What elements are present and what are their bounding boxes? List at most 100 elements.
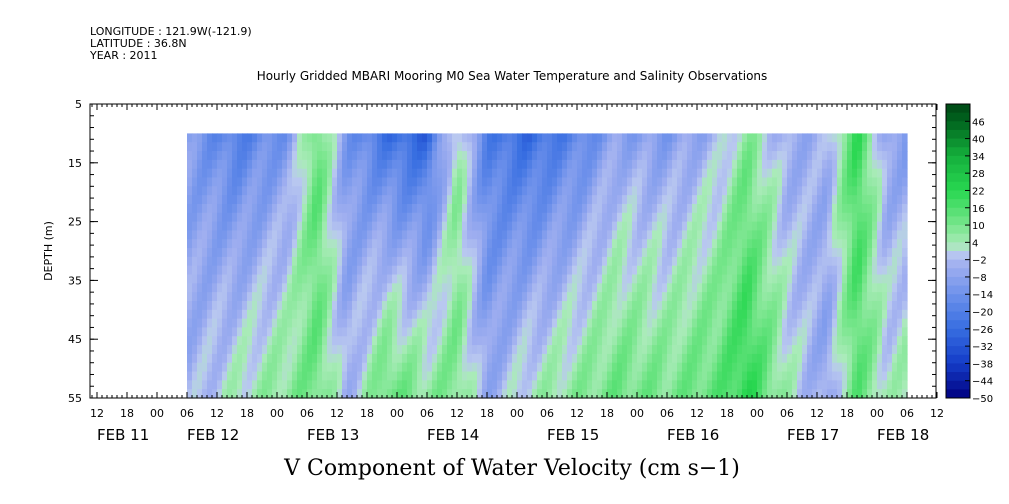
heatmap-cell [187, 389, 193, 399]
heatmap-cell [787, 177, 793, 187]
heatmap-cell [522, 353, 528, 364]
heatmap-cell [542, 353, 548, 364]
heatmap-cell [557, 362, 563, 373]
heatmap-cell [572, 389, 578, 399]
heatmap-cell [457, 389, 463, 399]
heatmap-cell [647, 221, 653, 232]
heatmap-cell [577, 239, 583, 249]
heatmap-cell [582, 168, 588, 179]
heatmap-cell [552, 345, 558, 355]
heatmap-cell [782, 203, 788, 214]
heatmap-cell [617, 230, 623, 240]
heatmap-cell [902, 151, 908, 161]
heatmap-cell [267, 371, 273, 381]
heatmap-cell [497, 221, 503, 232]
heatmap-cell [872, 230, 878, 240]
heatmap-cell [857, 336, 863, 346]
heatmap-cell [357, 186, 363, 196]
heatmap-cell [812, 248, 818, 258]
heatmap-cell [617, 380, 623, 390]
heatmap-cell [537, 212, 543, 223]
heatmap-cell [547, 300, 553, 311]
heatmap-cell [852, 195, 858, 205]
heatmap-cell [532, 230, 538, 240]
heatmap-cell [522, 274, 528, 284]
heatmap-cell [702, 177, 708, 187]
heatmap-cell [257, 142, 263, 152]
heatmap-cell [717, 353, 723, 364]
heatmap-cell [767, 309, 773, 320]
heatmap-cell [692, 265, 698, 276]
heatmap-cell [842, 248, 848, 258]
heatmap-cell [667, 221, 673, 232]
heatmap-cell [197, 177, 203, 187]
heatmap-cell [447, 283, 453, 293]
heatmap-cell [722, 151, 728, 161]
heatmap-cell [237, 380, 243, 390]
heatmap-cell [842, 151, 848, 161]
heatmap-cell [567, 239, 573, 249]
heatmap-cell [622, 133, 628, 143]
heatmap-cell [612, 380, 618, 390]
heatmap-cell [837, 336, 843, 346]
heatmap-cell [632, 389, 638, 399]
colorbar-band [946, 207, 970, 217]
heatmap-cell [382, 371, 388, 381]
heatmap-cell [902, 371, 908, 381]
heatmap-cell [397, 203, 403, 214]
heatmap-cell [377, 380, 383, 390]
heatmap-cell [487, 212, 493, 223]
heatmap-cell [452, 151, 458, 161]
heatmap-cell [187, 362, 193, 373]
heatmap-cell [397, 318, 403, 329]
heatmap-cell [602, 318, 608, 329]
heatmap-cell [362, 265, 368, 276]
heatmap-cell [742, 195, 748, 205]
heatmap-cell [527, 133, 533, 143]
heatmap-cell [417, 362, 423, 373]
heatmap-cell [217, 159, 223, 170]
heatmap-cell [712, 380, 718, 390]
heatmap-cell [372, 133, 378, 143]
heatmap-cell [832, 327, 838, 337]
heatmap-cell [482, 345, 488, 355]
heatmap-cell [792, 256, 798, 267]
heatmap-cell [212, 292, 218, 302]
x-hour-label: 12 [210, 407, 224, 420]
heatmap-cell [792, 300, 798, 311]
heatmap-cell [677, 221, 683, 232]
heatmap-cell [822, 256, 828, 267]
heatmap-cell [707, 265, 713, 276]
heatmap-cell [487, 309, 493, 320]
heatmap-cell [502, 353, 508, 364]
heatmap-cell [707, 248, 713, 258]
heatmap-cell [412, 283, 418, 293]
heatmap-cell [422, 371, 428, 381]
heatmap-cell [332, 221, 338, 232]
heatmap-cell [702, 371, 708, 381]
heatmap-cell [467, 203, 473, 214]
heatmap-cell [302, 142, 308, 152]
heatmap-cell [507, 186, 513, 196]
heatmap-cell [312, 292, 318, 302]
heatmap-cell [477, 221, 483, 232]
heatmap-cell [377, 292, 383, 302]
plot-frame [89, 103, 937, 399]
heatmap-cell [902, 362, 908, 373]
heatmap-cell [247, 186, 253, 196]
heatmap-cell [437, 292, 443, 302]
heatmap-cell [782, 300, 788, 311]
heatmap-cell [352, 239, 358, 249]
heatmap-cell [232, 274, 238, 284]
heatmap-cell [837, 327, 843, 337]
heatmap-cell [642, 248, 648, 258]
heatmap-cell [712, 371, 718, 381]
heatmap-cell [372, 195, 378, 205]
heatmap-cell [212, 353, 218, 364]
heatmap-cell [352, 195, 358, 205]
heatmap-cell [512, 327, 518, 337]
heatmap-cell [402, 292, 408, 302]
heatmap-cell [302, 318, 308, 329]
heatmap-cell [207, 292, 213, 302]
heatmap-cell [607, 345, 613, 355]
